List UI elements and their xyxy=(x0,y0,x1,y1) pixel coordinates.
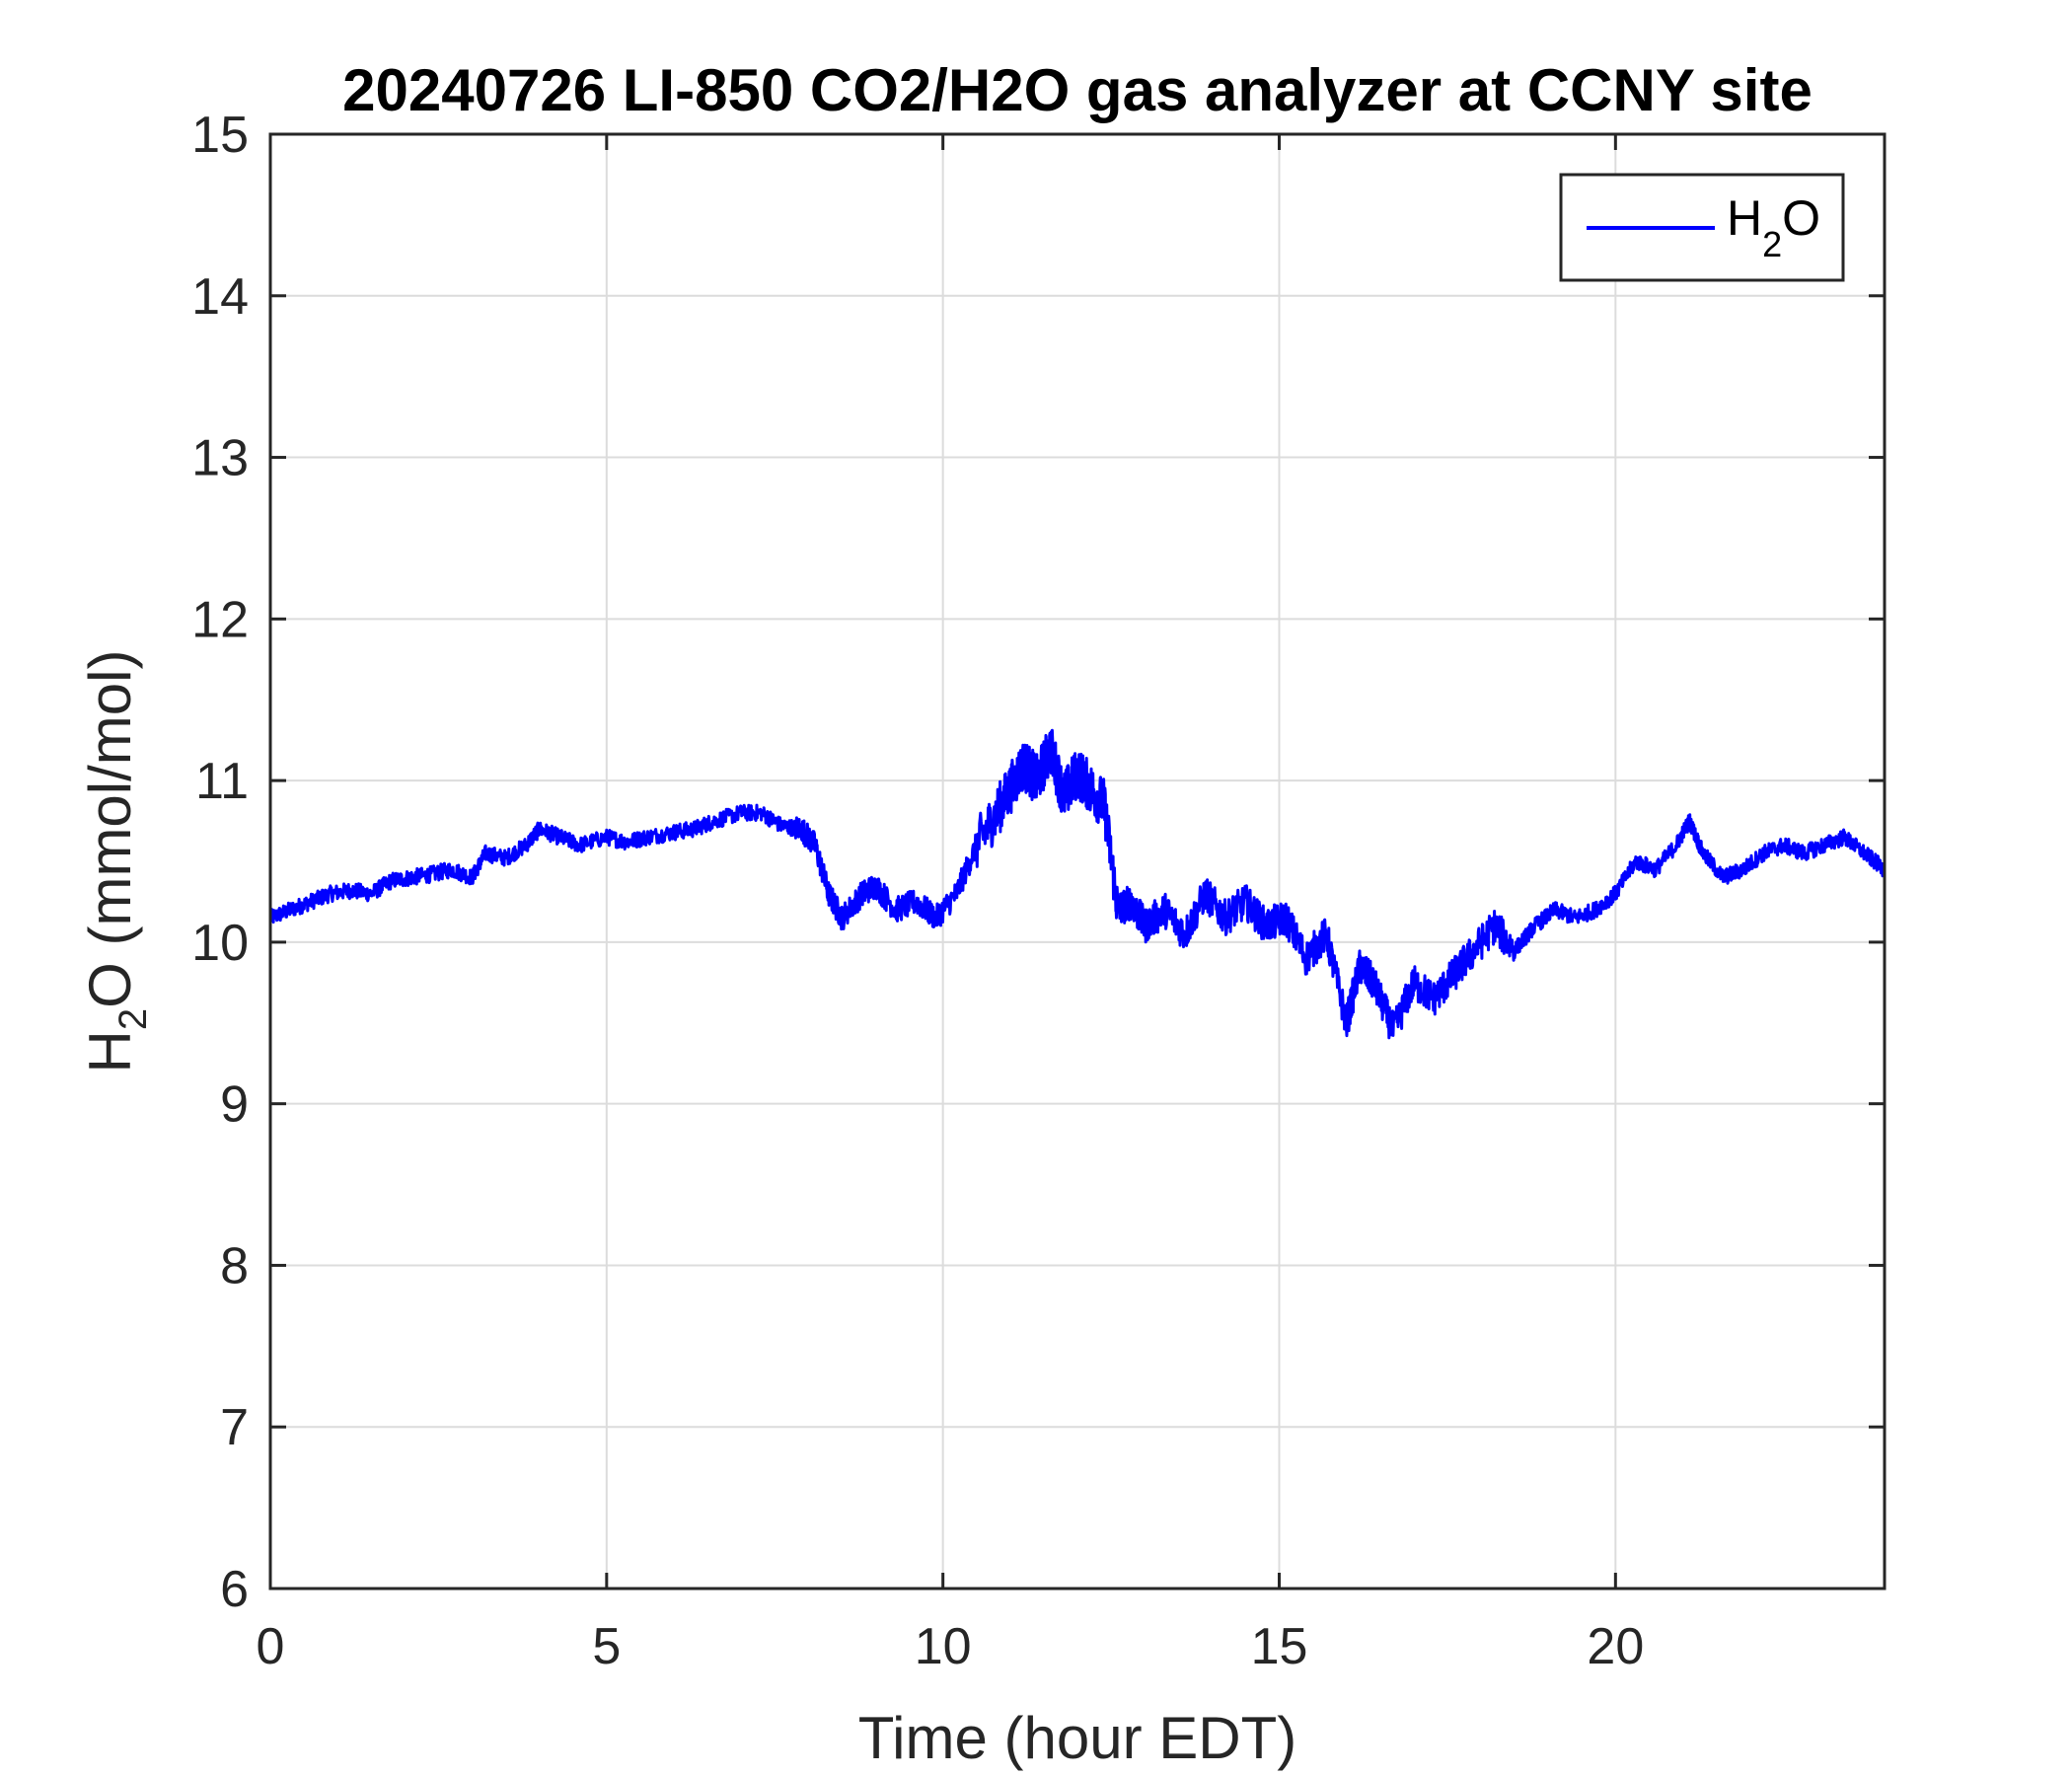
series-line-h2o xyxy=(268,728,1887,1040)
y-axis-label-subscript: 2 xyxy=(111,1008,155,1030)
legend-label: H2O xyxy=(1727,190,1820,264)
y-tick-label: 8 xyxy=(220,1237,249,1295)
y-tick-label: 7 xyxy=(220,1399,249,1456)
x-tick-label: 20 xyxy=(1587,1618,1644,1675)
y-axis-label-rest: O (mmol/mol) xyxy=(77,650,143,1008)
x-tick-label: 0 xyxy=(257,1618,285,1675)
y-tick-label: 13 xyxy=(191,430,249,487)
y-tick-label: 10 xyxy=(191,915,249,972)
series-layer xyxy=(268,728,1887,1040)
x-tick-label: 10 xyxy=(915,1618,972,1675)
plot-frame xyxy=(268,132,1887,1591)
y-tick-label: 12 xyxy=(191,591,249,648)
x-tick-label: 5 xyxy=(592,1618,621,1675)
y-tick-label: 6 xyxy=(220,1561,249,1618)
chart-title: 20240726 LI-850 CO2/H2O gas analyzer at … xyxy=(342,57,1813,123)
y-tick-label: 14 xyxy=(191,268,249,326)
legend: H2O xyxy=(1559,173,1845,282)
y-tick-label: 11 xyxy=(195,753,249,810)
x-axis-label: Time (hour EDT) xyxy=(858,1705,1297,1771)
ticks-layer: 6 7 8 9 10 11 12 13 14 15 0 5 10 15 20 xyxy=(191,107,1885,1675)
y-tick-label: 9 xyxy=(220,1076,249,1134)
legend-label-rest: O xyxy=(1782,190,1820,246)
y-axis-label-h: H xyxy=(77,1030,143,1073)
x-tick-label: 15 xyxy=(1251,1618,1308,1675)
y-tick-label: 15 xyxy=(191,107,249,164)
legend-label-h: H xyxy=(1727,190,1762,246)
legend-label-subscript: 2 xyxy=(1762,224,1782,264)
y-axis-label: H2O (mmol/mol) xyxy=(77,650,155,1073)
